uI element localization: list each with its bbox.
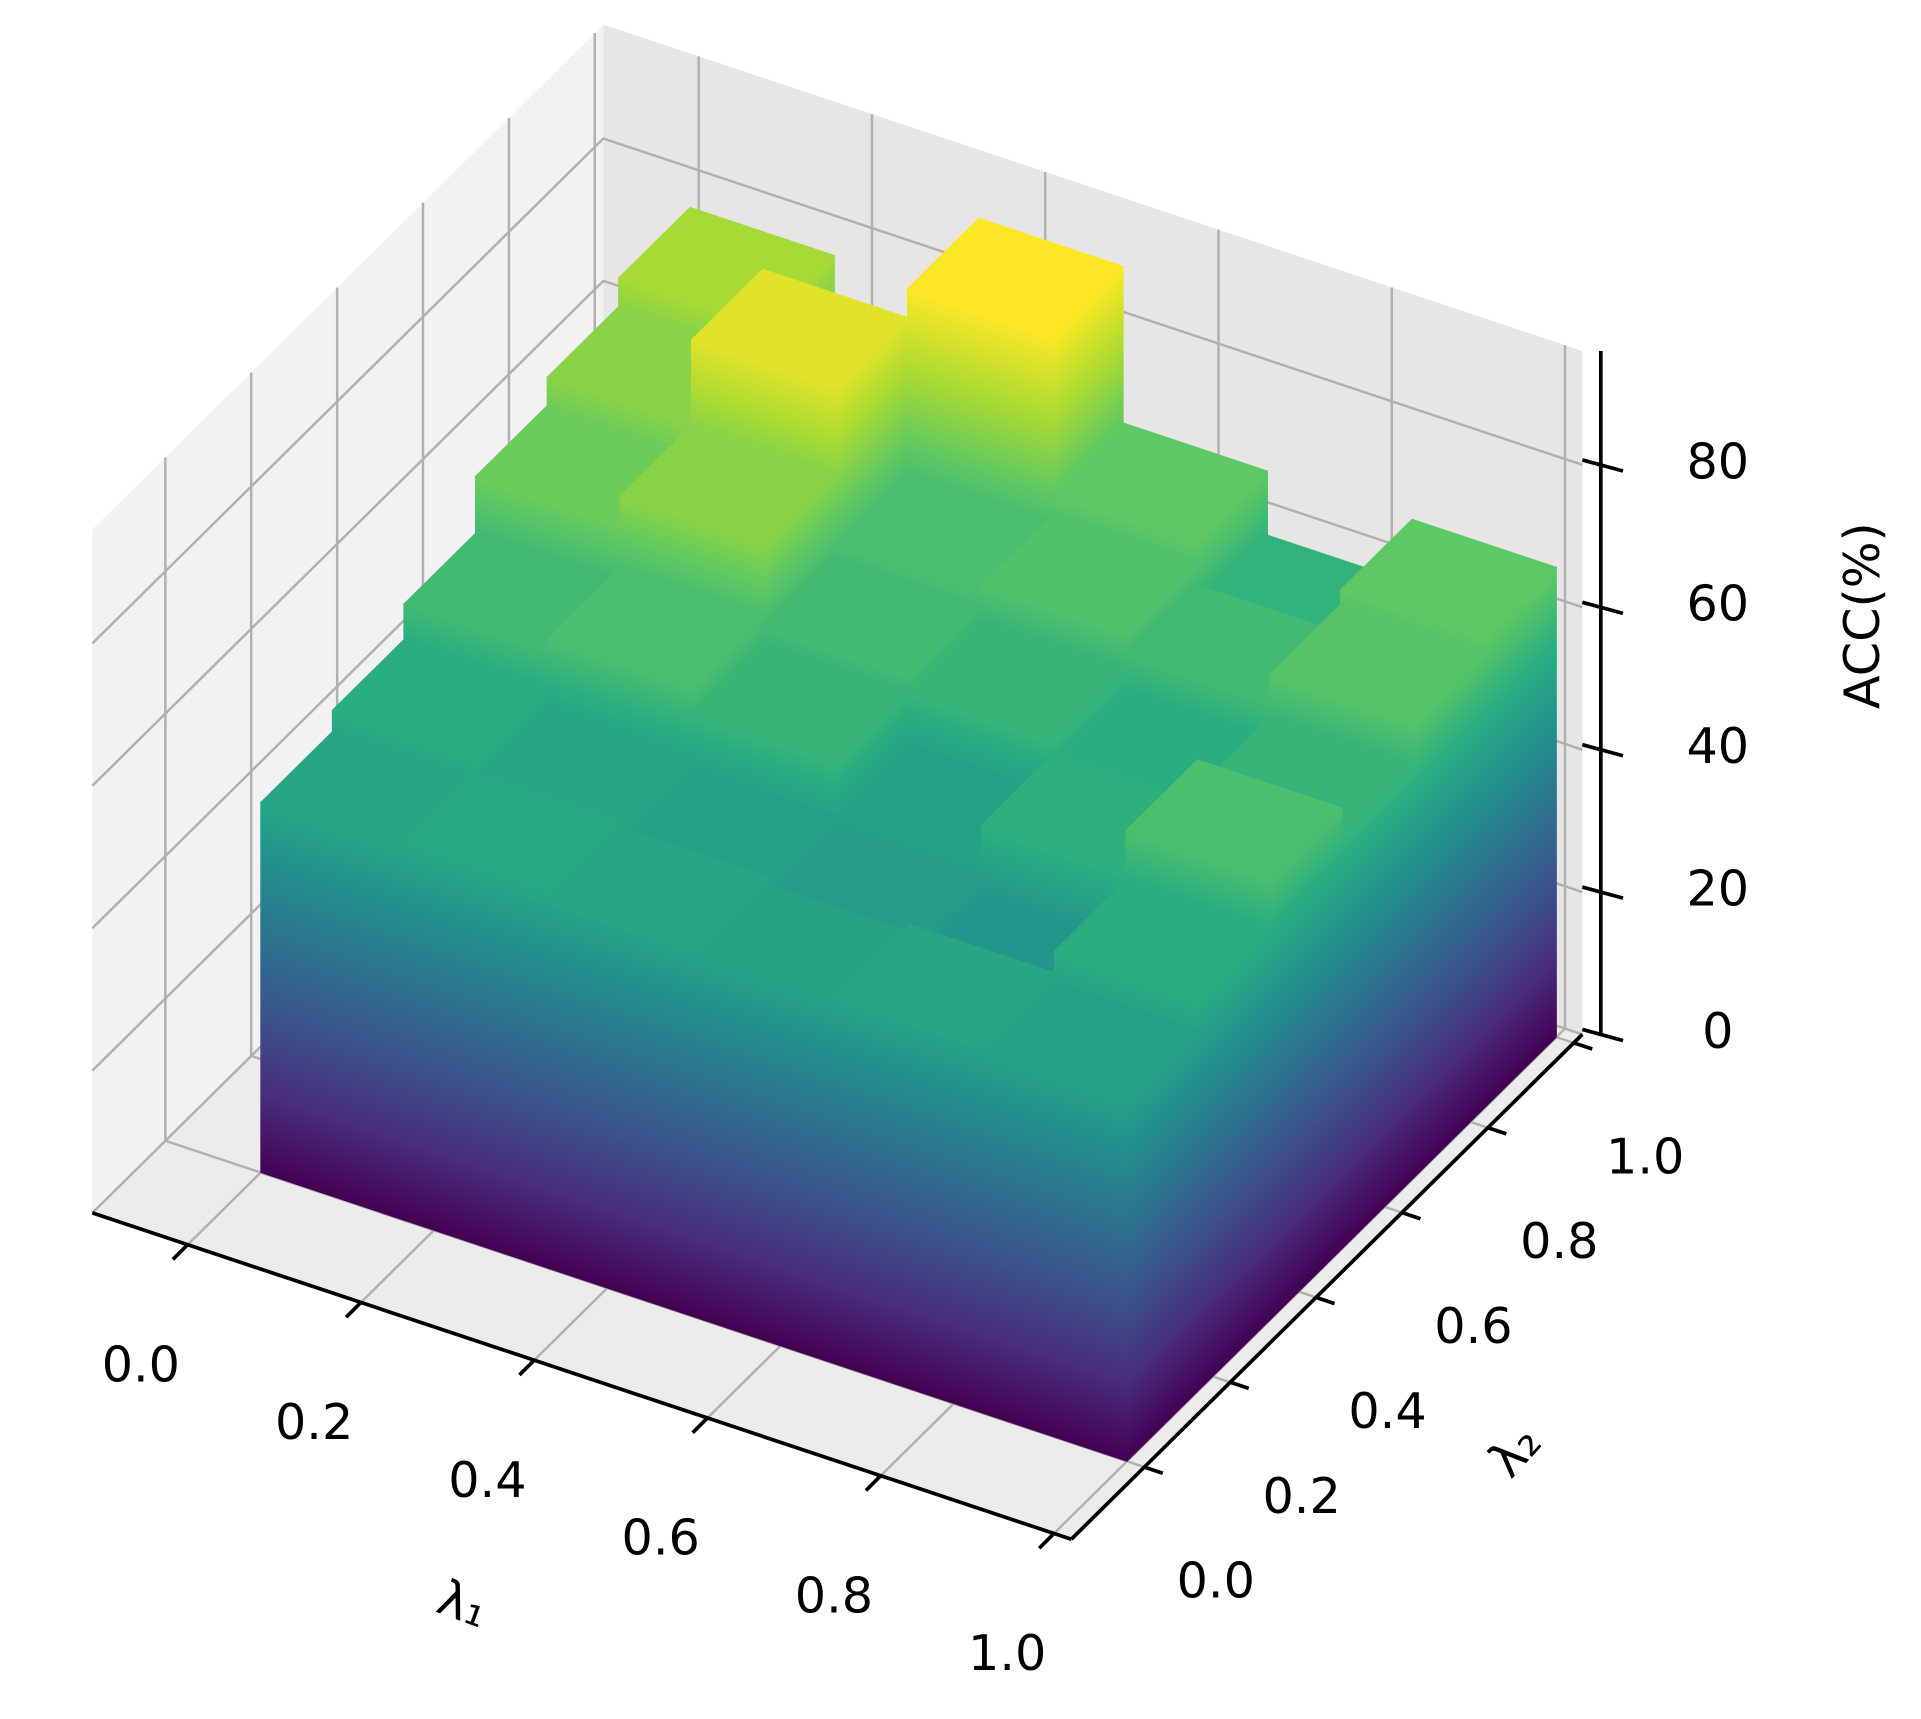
y-tick xyxy=(1401,1210,1422,1221)
y-tick xyxy=(1315,1295,1336,1306)
x-tick xyxy=(344,1301,363,1319)
z-tick xyxy=(1581,458,1624,473)
bar-top xyxy=(837,923,1055,1044)
bar-top xyxy=(906,217,1124,338)
z-axis-label: ACC(%) xyxy=(1833,522,1891,709)
z-tick-label: 40 xyxy=(1686,717,1749,775)
bar-top xyxy=(1053,879,1271,1000)
x-axis xyxy=(91,1211,1072,1542)
x-tick-label: 0.6 xyxy=(621,1509,699,1567)
bar-face xyxy=(982,1056,1128,1462)
pane-left xyxy=(92,24,604,1213)
bar-face xyxy=(1412,651,1486,1180)
y-tick-label: 0.4 xyxy=(1348,1382,1426,1440)
x-tick xyxy=(171,1243,189,1261)
grid-line xyxy=(91,137,1583,645)
x-tick xyxy=(518,1358,536,1377)
x-axis-label: λ₁ xyxy=(430,1568,496,1639)
bar-face xyxy=(1126,1033,1199,1463)
bar-face xyxy=(693,953,839,1366)
y-axis xyxy=(1070,1033,1584,1541)
bar-face xyxy=(1269,806,1343,1321)
bar-top xyxy=(1268,603,1486,724)
bar-face xyxy=(1341,764,1414,1251)
bar-top xyxy=(619,424,837,545)
bar-top xyxy=(548,827,767,948)
z-tick xyxy=(1581,885,1624,900)
bar-top xyxy=(691,643,910,764)
x-tick-label: 0.8 xyxy=(795,1566,873,1624)
bar-face xyxy=(404,842,550,1270)
bar-top xyxy=(907,620,1126,741)
x-tick xyxy=(691,1416,709,1435)
bar-top xyxy=(981,986,1200,1106)
z-tick xyxy=(1581,600,1624,616)
bar-top xyxy=(1125,759,1343,880)
x-tick xyxy=(1037,1532,1056,1550)
x-tick-label: 0.4 xyxy=(448,1451,526,1509)
x-tick xyxy=(864,1474,883,1492)
bar-top xyxy=(1339,518,1558,639)
y-tick xyxy=(1487,1125,1507,1136)
bar-face xyxy=(1484,566,1557,1109)
bar-top xyxy=(763,558,981,679)
bar-top xyxy=(331,639,549,759)
y-axis-label: λ₂ xyxy=(1477,1413,1553,1488)
y-tick-label: 0.6 xyxy=(1434,1297,1512,1355)
bar-top xyxy=(979,514,1197,635)
bar xyxy=(981,986,1200,1463)
y-tick-label: 0.0 xyxy=(1177,1552,1255,1610)
x-tick-label: 0.0 xyxy=(102,1335,180,1393)
z-tick xyxy=(1581,742,1624,758)
z-tick-label: 80 xyxy=(1686,432,1749,490)
plot-area: 0.00.20.40.60.81.00.00.20.40.60.81.00204… xyxy=(91,24,1891,1682)
y-tick-label: 1.0 xyxy=(1606,1127,1684,1185)
x-tick-label: 0.2 xyxy=(275,1393,353,1451)
bar-top xyxy=(404,772,622,892)
bar-top xyxy=(690,268,908,389)
bar-top xyxy=(547,566,765,687)
y-tick xyxy=(1143,1465,1164,1476)
y-tick xyxy=(1573,1041,1593,1051)
bar-face xyxy=(260,801,406,1222)
y-tick xyxy=(1229,1380,1250,1391)
z-tick xyxy=(1581,1027,1624,1043)
bar-face xyxy=(549,898,695,1318)
bar-face xyxy=(837,994,984,1414)
z-tick-label: 20 xyxy=(1686,859,1749,917)
bar-top xyxy=(1051,422,1269,543)
y-tick-label: 0.8 xyxy=(1520,1212,1598,1270)
x-tick-label: 1.0 xyxy=(968,1624,1046,1682)
y-tick-label: 0.2 xyxy=(1262,1467,1340,1525)
z-tick-label: 60 xyxy=(1686,575,1749,633)
z-tick-label: 0 xyxy=(1702,1002,1733,1060)
bar-face xyxy=(1198,927,1271,1392)
